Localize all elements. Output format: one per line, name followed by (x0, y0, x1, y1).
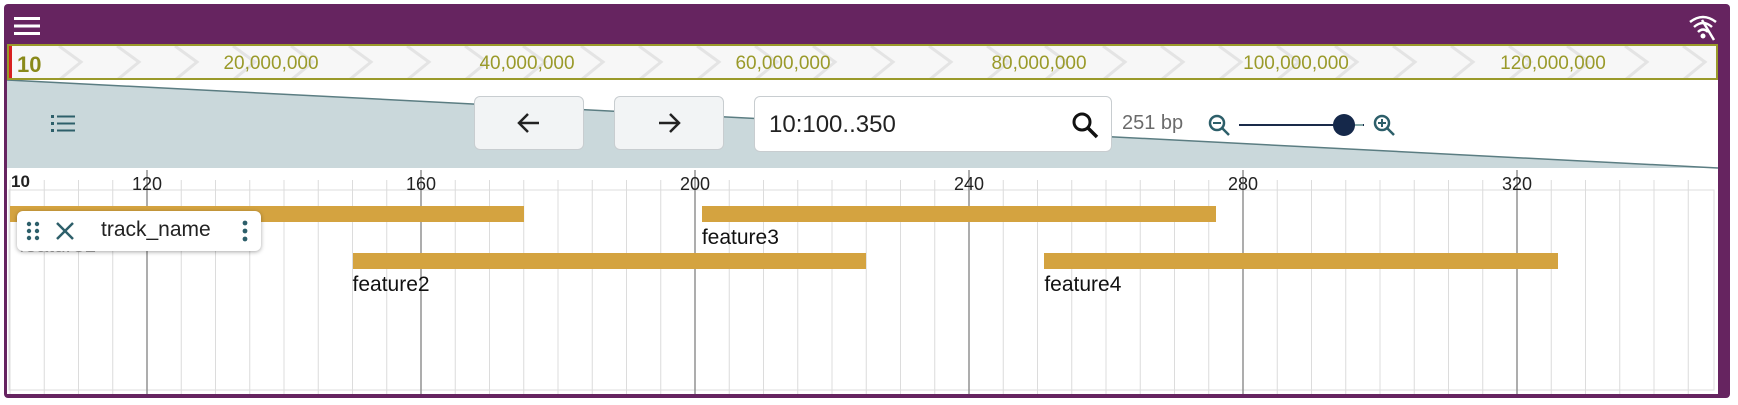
linear-genome-view: 251 bp 10 120 160 200 240 280 320 featur… (7, 80, 1718, 394)
overview-chevron (928, 46, 954, 78)
close-icon[interactable] (55, 221, 75, 241)
feature-bar[interactable] (352, 253, 867, 269)
overview-chevron (1508, 46, 1534, 78)
location-search-box[interactable] (754, 96, 1112, 152)
overview-chevron (116, 46, 142, 78)
ruler-tick-label: 120 (131, 174, 163, 194)
track-grid (8, 170, 1715, 394)
overview-chevron (1102, 46, 1128, 78)
overview-chevron (1276, 46, 1302, 78)
feature-bar[interactable] (701, 206, 1216, 222)
overview-chevron (58, 46, 84, 78)
overview-chevron (638, 46, 664, 78)
zoom-in-icon[interactable] (1372, 113, 1396, 137)
overview-label: 60,000,000 (735, 53, 831, 74)
overview-label: 20,000,000 (223, 53, 319, 74)
overview-chevron (232, 46, 258, 78)
ruler-tick-label: 320 (1501, 174, 1533, 194)
drag-handle-icon[interactable] (25, 220, 41, 242)
track-label: track_name (17, 211, 261, 251)
overview-label: 40,000,000 (479, 53, 575, 74)
overview-position-marker (9, 46, 12, 78)
track-border (8, 189, 1715, 391)
kebab-menu-icon[interactable] (241, 220, 249, 242)
ruler-chromosome-label: 10 (11, 172, 30, 191)
overview-chevron (870, 46, 896, 78)
ruler-tick-label: 160 (405, 174, 437, 194)
zoom-out-icon[interactable] (1207, 113, 1231, 137)
overview-chevron (1218, 46, 1244, 78)
overview-chevron (1334, 46, 1360, 78)
location-input[interactable] (767, 107, 1061, 143)
overview-chevron (1160, 46, 1186, 78)
overview-chevron (1450, 46, 1476, 78)
overview-chevron (1392, 46, 1418, 78)
overview-chevron (580, 46, 606, 78)
list-icon[interactable] (49, 110, 77, 138)
search-icon[interactable] (1071, 111, 1099, 139)
overview-chevron (522, 46, 548, 78)
overview-label: 100,000,000 (1243, 53, 1349, 74)
overview-chevron (1566, 46, 1592, 78)
feature-label: feature4 (1044, 273, 1122, 296)
zoom-slider-track[interactable] (1239, 124, 1364, 126)
overview-label: 120,000,000 (1500, 53, 1606, 74)
overview-chevrons (58, 46, 1708, 78)
feature-bar[interactable] (1044, 253, 1559, 269)
arrow-left-icon (517, 113, 539, 133)
overview-chevron (348, 46, 374, 78)
overview-chevron (812, 46, 838, 78)
overview-label: 80,000,000 (991, 53, 1087, 74)
ruler-tick-label: 240 (953, 174, 985, 194)
overview-chevron (464, 46, 490, 78)
overview-chevron (406, 46, 432, 78)
back-button[interactable] (474, 96, 584, 150)
top-bar (4, 4, 1730, 46)
hamburger-menu-icon[interactable] (14, 16, 40, 36)
zoom-slider-thumb[interactable] (1333, 114, 1355, 136)
feature-label: feature2 (352, 273, 430, 296)
overview-chevron (1682, 46, 1708, 78)
overview-scale-bar[interactable]: 10 20,000,000 40,000,000 60,000,000 80,0… (7, 44, 1718, 80)
overview-chromosome-label: 10 (17, 52, 42, 77)
arrow-right-icon (659, 113, 681, 133)
track-name-label: track_name (101, 218, 211, 241)
ruler-tick-label: 280 (1227, 174, 1259, 194)
overview-chevron (696, 46, 722, 78)
feature-label: feature3 (701, 226, 779, 249)
wifi-icon[interactable] (1688, 12, 1718, 42)
overview-chevron (290, 46, 316, 78)
zoom-slider-rail (1353, 124, 1363, 126)
overview-chevron (986, 46, 1012, 78)
overview-chevron (754, 46, 780, 78)
overview-chevron (1624, 46, 1650, 78)
bp-width-label: 251 bp (1122, 112, 1184, 134)
forward-button[interactable] (614, 96, 724, 150)
overview-chevron (174, 46, 200, 78)
ruler-tick-label: 200 (679, 174, 711, 194)
overview-chevron (1044, 46, 1070, 78)
